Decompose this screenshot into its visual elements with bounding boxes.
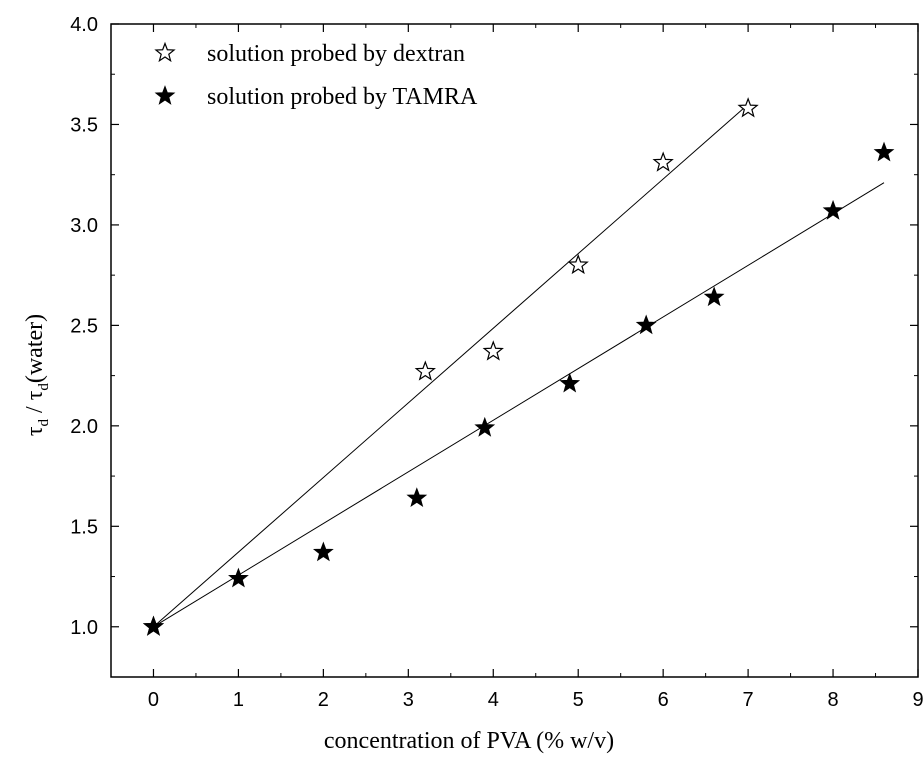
data-point-series-2	[143, 615, 164, 636]
data-point-series-2	[559, 372, 581, 393]
x-tick-label: 4	[488, 689, 499, 711]
x-tick-label: 5	[573, 689, 584, 711]
y-tick-label: 2.5	[70, 315, 98, 337]
data-point-series-1	[482, 340, 504, 361]
data-point-series-1	[414, 360, 436, 381]
x-tick-label: 2	[318, 689, 329, 711]
y-axis-label-separator: /	[22, 400, 48, 419]
data-point-series-2	[703, 286, 725, 307]
data-point-series-2	[474, 416, 496, 437]
data-point-series-1	[652, 151, 674, 172]
data-point-series-2	[873, 141, 895, 162]
legend-label-series-1: solution probed by dextran	[207, 41, 465, 67]
plot-area	[142, 97, 895, 636]
y-axis-label-tau: τ	[22, 426, 48, 436]
y-tick-label: 1.0	[70, 617, 98, 639]
data-point-series-2	[312, 541, 334, 562]
fit-line-series-2	[153, 182, 885, 628]
x-axis-label: concentration of PVA (% w/v)	[324, 728, 614, 754]
y-axis-label-suffix: (water)	[22, 314, 48, 383]
x-tick-label: 6	[658, 689, 669, 711]
y-axis-label-tau: τ	[22, 390, 48, 400]
x-tick-label: 1	[233, 689, 244, 711]
axes: 0 1 2 3 4 5 6 7 8 9 1.0 1.5 2.0 2.5 3.0 3.5 4.0	[70, 14, 923, 711]
x-tick-label: 3	[403, 689, 414, 711]
data-point-series-1	[567, 253, 589, 275]
y-axis-label-sub: d	[36, 418, 52, 426]
plot-frame	[110, 23, 919, 678]
x-tick-label: 9	[912, 689, 923, 711]
x-tick-label: 7	[743, 689, 754, 711]
y-tick-label: 2.0	[70, 416, 98, 438]
data-point-series-2	[635, 314, 657, 335]
y-axis-label: τd / τd(water)	[22, 314, 52, 436]
legend-label-series-2: solution probed by TAMRA	[207, 84, 478, 110]
y-axis-label-sub: d	[36, 383, 52, 391]
legend: solution probed by dextran solution probe…	[154, 41, 478, 110]
fit-line-series-1	[153, 103, 749, 628]
x-tick-label: 0	[148, 689, 159, 711]
y-tick-label: 3.5	[70, 114, 98, 136]
y-tick-label: 3.0	[70, 215, 98, 237]
data-point-series-1	[737, 97, 759, 118]
data-point-series-2	[406, 487, 428, 508]
data-point-series-2	[228, 567, 249, 588]
data-point-series-2	[822, 199, 844, 220]
x-tick-label: 8	[827, 689, 838, 711]
legend-marker-series-1	[154, 41, 176, 63]
y-tick-label: 4.0	[70, 14, 98, 36]
legend-marker-series-2	[154, 85, 176, 105]
y-tick-label: 1.5	[70, 516, 98, 538]
